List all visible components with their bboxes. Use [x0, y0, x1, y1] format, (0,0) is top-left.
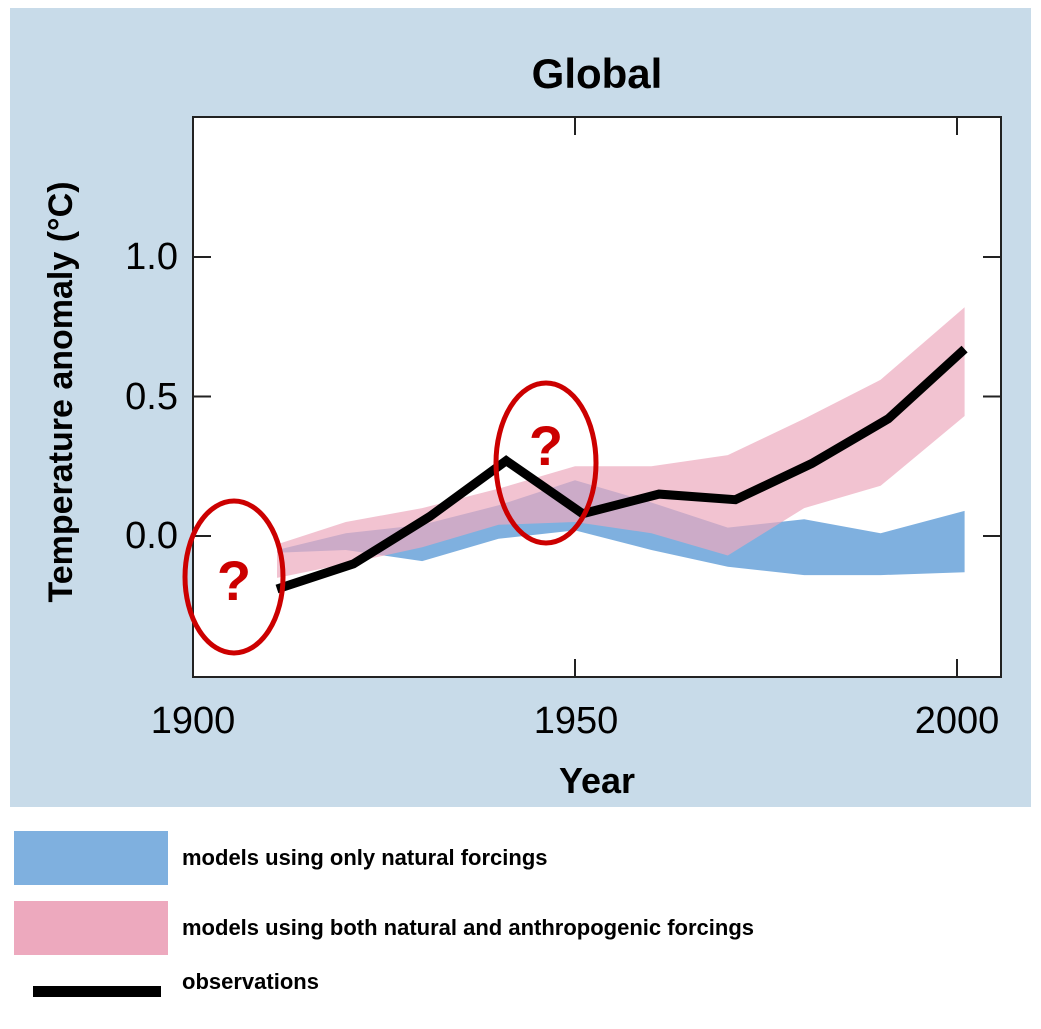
legend-label-natural: models using only natural forcings — [182, 845, 548, 870]
legend: models using only natural forcings model… — [0, 812, 1041, 1001]
y-tick-label-1-0: 1.0 — [125, 236, 178, 278]
legend-line-observations — [33, 986, 161, 997]
legend-item-observations: observations — [0, 969, 1041, 1029]
x-tick-label-1950: 1950 — [534, 700, 619, 742]
y-tick-label-0-0: 0.0 — [125, 515, 178, 557]
anthropogenic-forcings-band — [277, 307, 965, 578]
x-tick-label-2000: 2000 — [915, 700, 1000, 742]
legend-item-anthropogenic: models using both natural and anthropoge… — [0, 901, 1041, 961]
chart-svg: Global Year Temperature anomaly (°C) 190… — [10, 8, 1031, 807]
legend-swatch-natural — [14, 831, 168, 885]
legend-swatch-anthropogenic — [14, 901, 168, 955]
x-tick-label-1900: 1900 — [151, 700, 236, 742]
chart-bands — [277, 307, 965, 578]
chart-title: Global — [532, 50, 663, 97]
chart-panel: Global Year Temperature anomaly (°C) 190… — [10, 8, 1031, 807]
question-mark-1: ? — [217, 549, 251, 612]
axis-ticks — [193, 117, 1001, 677]
observations-line — [275, 345, 968, 594]
question-mark-2: ? — [529, 414, 563, 477]
legend-label-anthropogenic: models using both natural and anthropoge… — [182, 915, 755, 940]
y-axis-label: Temperature anomaly (°C) — [42, 181, 80, 602]
x-axis-label: Year — [559, 760, 635, 801]
legend-label-observations: observations — [182, 969, 319, 994]
legend-item-natural: models using only natural forcings — [0, 831, 1041, 891]
question-annotation-1900: ? — [182, 498, 286, 656]
y-tick-label-0-5: 0.5 — [125, 376, 178, 418]
question-annotation-1945: ? — [493, 380, 599, 546]
